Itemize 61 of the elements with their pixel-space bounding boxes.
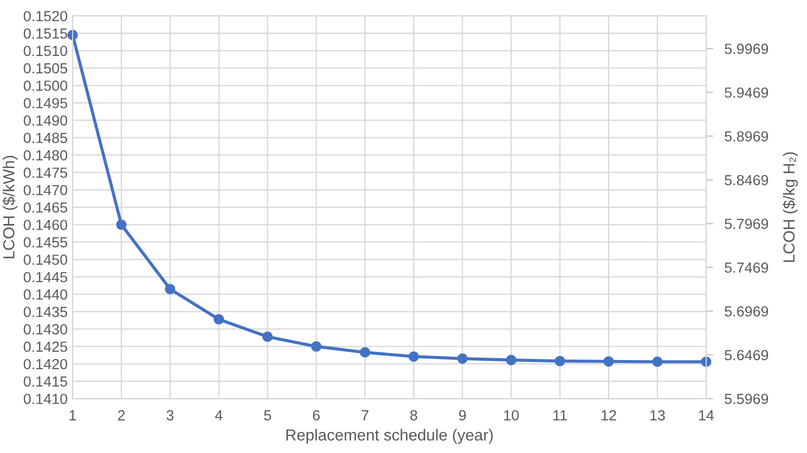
y-tick-label: 0.1490	[24, 115, 68, 126]
x-tick-label: 3	[166, 410, 174, 420]
point	[506, 354, 516, 366]
point	[262, 331, 273, 342]
y-tick-label: 0.1445	[24, 272, 68, 282]
x-tick-label: 9	[459, 410, 466, 420]
point	[652, 356, 663, 367]
x-tick-label: 8	[410, 410, 418, 420]
x-tick-label: 6	[312, 410, 320, 420]
y2-tick-label: 5.7469	[724, 262, 768, 273]
y-tick-label: 0.1460	[24, 220, 68, 230]
point	[311, 341, 322, 352]
point	[116, 219, 127, 230]
y-tick-label: 0.1430	[24, 324, 68, 334]
x-tick-label: 7	[362, 410, 368, 420]
y-tick-label: 0.1480	[24, 150, 68, 160]
x-tick-label: 5	[264, 410, 271, 420]
y-tick-label: 0.1415	[24, 376, 68, 387]
y-axis-title: LCOH ($/kWh)	[2, 156, 18, 258]
y-tick-label: 0.1495	[24, 98, 68, 108]
y-tick-label: 0.1435	[24, 306, 68, 318]
y2-tick-label: 5.9469	[724, 87, 768, 98]
y2-tick-label: 5.8469	[724, 174, 768, 186]
y2-tick-label: 5.6969	[724, 306, 768, 317]
y-tick-label: 0.1440	[24, 289, 68, 300]
point	[408, 351, 419, 362]
y-tick-label: 0.1420	[24, 358, 68, 370]
point	[603, 356, 614, 367]
y-tick-label: 0.1455	[24, 237, 68, 248]
y-tick-label: 0.1425	[24, 342, 68, 352]
y-tick-label: 0.1410	[24, 394, 68, 404]
y-tick-label: 0.1510	[24, 46, 68, 56]
y-tick-label: 0.1500	[24, 80, 68, 91]
y2-tick-label: 5.8969	[724, 131, 768, 142]
y-tick-label: 0.1485	[24, 132, 68, 144]
point	[554, 356, 566, 366]
y-tick-label: 0.1450	[24, 254, 68, 265]
y2-tick-label: 5.6469	[724, 350, 768, 360]
y-tick-label: 0.1470	[24, 184, 68, 196]
y-tick-label: 0.1520	[24, 10, 68, 22]
point	[360, 347, 370, 358]
x-tick-label: 10	[504, 410, 519, 420]
point	[214, 314, 224, 325]
point	[457, 353, 468, 364]
x-tick-label: 4	[215, 410, 222, 420]
x-axis-title: Replacement schedule (year)	[286, 428, 493, 444]
y-tick-label: 0.1465	[24, 202, 68, 213]
y-tick-label: 0.1505	[24, 63, 68, 74]
x-tick-label: 14	[699, 410, 714, 420]
x-tick-label: 1	[70, 410, 76, 420]
y2-axis-title: LCOH ($/kg H₂)	[782, 152, 798, 262]
y-tick-label: 0.1475	[24, 168, 68, 178]
x-tick-label: 12	[602, 410, 616, 420]
x-tick-label: 11	[553, 410, 567, 420]
point	[164, 284, 176, 294]
x-tick-label: 13	[650, 410, 665, 420]
y2-tick-label: 5.7969	[724, 218, 768, 230]
y2-tick-label: 5.9969	[724, 44, 768, 54]
y2-tick-label: 5.5969	[724, 394, 768, 404]
x-tick-label: 2	[118, 410, 125, 420]
y-tick-label: 0.1515	[24, 28, 68, 39]
